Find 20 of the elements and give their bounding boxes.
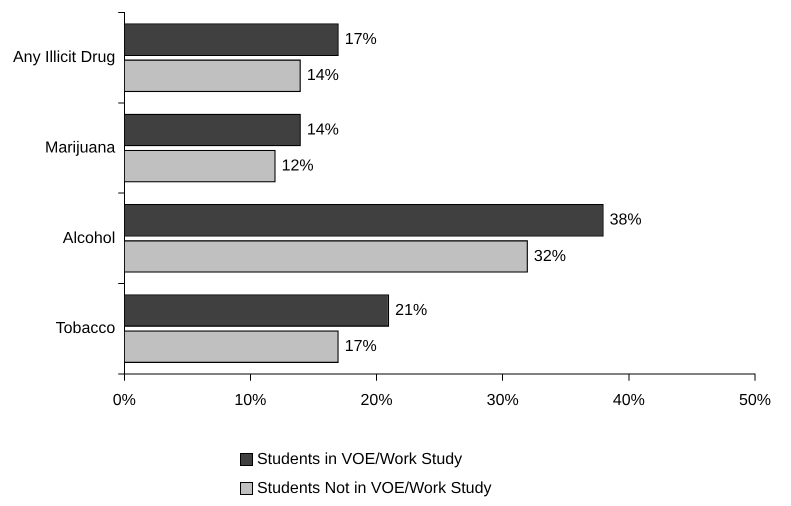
data-label: 14% <box>306 121 339 138</box>
y-tick-label: Marijuana <box>44 139 116 156</box>
data-label: 21% <box>395 302 428 319</box>
x-tick-label: 20% <box>360 392 393 409</box>
x-tick-label: 50% <box>738 392 772 409</box>
data-label: 38% <box>610 212 642 229</box>
legend-label: Students in VOE/Work Study <box>257 450 462 468</box>
data-label: 14% <box>306 67 339 84</box>
x-tick-label: 10% <box>234 392 266 409</box>
x-tick-label: 30% <box>486 392 519 409</box>
data-label: 12% <box>282 158 314 175</box>
x-tick-label: 0% <box>112 392 136 409</box>
x-tick-label: 40% <box>612 392 645 409</box>
data-label: 17% <box>344 31 377 48</box>
data-label: 17% <box>344 338 377 356</box>
legend-label: Students Not in VOE/Work Study <box>257 480 492 498</box>
y-tick-label: Any Illicit Drug <box>13 49 116 66</box>
data-label: 32% <box>534 248 566 265</box>
y-tick-label: Tobacco <box>56 320 116 338</box>
y-tick-label: Alcohol <box>62 230 116 247</box>
